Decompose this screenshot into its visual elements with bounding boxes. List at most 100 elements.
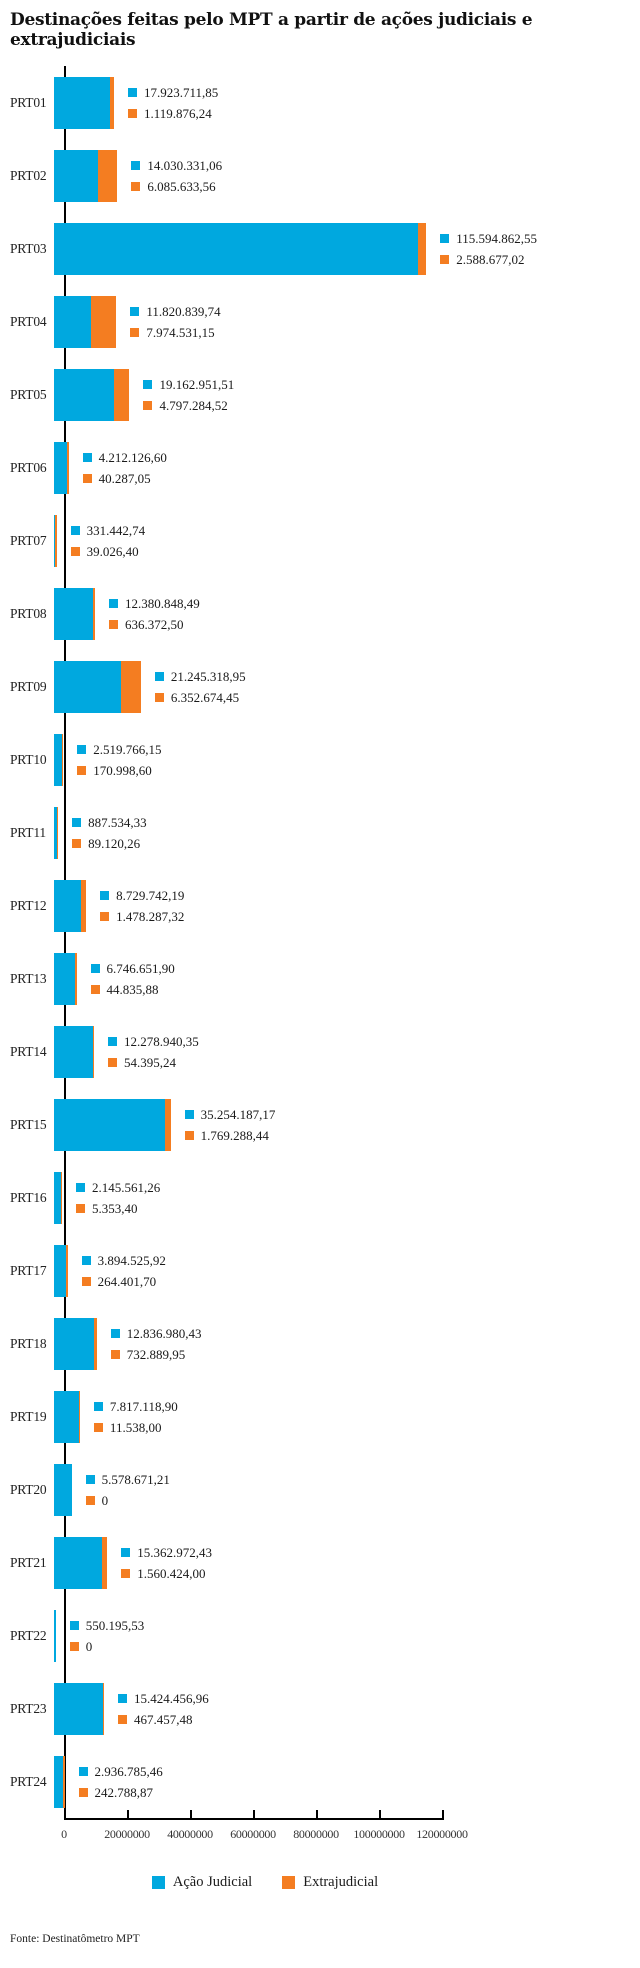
judicial-legend-swatch-icon	[121, 1547, 131, 1557]
judicial-value-label: 2.519.766,15	[93, 741, 162, 757]
extrajudicial-legend-swatch-icon	[69, 1641, 79, 1651]
judicial-legend-swatch-icon	[82, 452, 92, 462]
judicial-legend-swatch-icon	[127, 87, 137, 97]
extrajudicial-legend-swatch-icon	[90, 984, 100, 994]
extrajudicial-value-label: 54.395,24	[123, 1054, 176, 1070]
bar-track: 35.254.187,17 1.769.288,44	[54, 1098, 640, 1151]
extrajudicial-value-line: 6.085.633,56	[131, 176, 222, 197]
value-labels: 4.212.126,60 40.287,05	[82, 447, 167, 489]
judicial-bar-segment	[54, 733, 62, 786]
judicial-value-line: 7.817.118,90	[93, 1396, 178, 1417]
extrajudicial-bar-segment	[60, 1171, 63, 1224]
extrajudicial-value-line: 264.401,70	[81, 1271, 166, 1292]
legend-swatch-icon	[282, 1876, 296, 1889]
judicial-legend-swatch-icon	[154, 671, 164, 681]
extrajudicial-legend-swatch-icon	[154, 692, 164, 702]
x-axis-tick-label: 20000000	[104, 1827, 150, 1841]
category-label: PRT04	[10, 313, 47, 329]
extrajudicial-value-label: 89.120,26	[88, 835, 141, 851]
extrajudicial-value-line: 6.352.674,45	[154, 687, 246, 708]
judicial-legend-swatch-icon	[130, 306, 140, 316]
category-label: PRT15	[10, 1116, 47, 1132]
extrajudicial-bar-segment	[102, 1536, 108, 1589]
judicial-legend-swatch-icon	[72, 817, 82, 827]
value-labels: 15.424.456,96 467.457,48	[118, 1688, 209, 1730]
extrajudicial-value-line: 242.788,87	[78, 1782, 163, 1803]
legend-label: Extrajudicial	[303, 1874, 379, 1890]
judicial-bar-segment	[54, 514, 56, 567]
judicial-value-label: 15.362.972,43	[137, 1544, 213, 1560]
extrajudicial-value-label: 0	[101, 1492, 109, 1508]
judicial-bar-segment	[54, 879, 82, 932]
value-labels: 15.362.972,43 1.560.424,00	[121, 1542, 212, 1584]
judicial-bar-segment	[54, 952, 76, 1005]
extrajudicial-legend-swatch-icon	[127, 108, 137, 118]
value-labels: 12.278.940,35 54.395,24	[107, 1031, 199, 1073]
judicial-value-line: 21.245.318,95	[154, 666, 246, 687]
chart-row: PRT04 11.820.839,74 7.974.531,15	[0, 285, 640, 358]
x-axis-tick	[442, 1810, 444, 1818]
extrajudicial-bar-segment	[102, 1682, 105, 1735]
judicial-legend-swatch-icon	[76, 1182, 86, 1192]
category-label: PRT01	[10, 94, 47, 110]
extrajudicial-value-line: 2.588.677,02	[440, 249, 537, 270]
chart-row: PRT16 2.145.561,26 5.353,40	[0, 1161, 640, 1234]
chart-row: PRT19 7.817.118,90 11.538,00	[0, 1380, 640, 1453]
bar-track: 14.030.331,06 6.085.633,56	[54, 149, 640, 202]
judicial-legend-swatch-icon	[90, 963, 100, 973]
extrajudicial-value-line: 1.560.424,00	[121, 1563, 212, 1584]
judicial-legend-swatch-icon	[143, 379, 153, 389]
extrajudicial-value-label: 4.797.284,52	[159, 397, 228, 413]
extrajudicial-bar-segment	[110, 76, 114, 129]
judicial-value-label: 115.594.862,55	[456, 230, 538, 246]
bar-track: 331.442,74 39.026,40	[54, 514, 640, 567]
category-label: PRT16	[10, 1189, 47, 1205]
bar-track: 15.362.972,43 1.560.424,00	[54, 1536, 640, 1589]
extrajudicial-bar-segment	[75, 952, 77, 1005]
judicial-value-label: 550.195,53	[85, 1617, 145, 1633]
judicial-value-line: 6.746.651,90	[90, 958, 175, 979]
value-labels: 5.578.671,21 0	[85, 1469, 170, 1511]
chart-row: PRT05 19.162.951,51 4.797.284,52	[0, 358, 640, 431]
extrajudicial-value-line: 89.120,26	[72, 833, 147, 854]
y-axis-line	[64, 66, 66, 1819]
judicial-bar-segment	[54, 1171, 61, 1224]
judicial-value-label: 6.746.651,90	[106, 960, 175, 976]
value-labels: 2.145.561,26 5.353,40	[76, 1177, 160, 1219]
judicial-value-label: 3.894.525,92	[97, 1252, 166, 1268]
value-labels: 550.195,53 0	[69, 1615, 145, 1657]
judicial-value-label: 887.534,33	[88, 814, 147, 830]
judicial-bar-segment	[54, 368, 115, 421]
extrajudicial-legend-swatch-icon	[81, 1276, 91, 1286]
judicial-bar-segment	[54, 1682, 103, 1735]
category-label: PRT18	[10, 1335, 47, 1351]
judicial-legend-swatch-icon	[100, 890, 110, 900]
extrajudicial-legend-swatch-icon	[440, 254, 450, 264]
extrajudicial-value-label: 242.788,87	[94, 1784, 154, 1800]
judicial-legend-swatch-icon	[70, 525, 80, 535]
bar-track: 2.145.561,26 5.353,40	[54, 1171, 640, 1224]
value-labels: 6.746.651,90 44.835,88	[90, 958, 175, 1000]
chart-row: PRT21 15.362.972,43 1.560.424,00	[0, 1526, 640, 1599]
judicial-value-label: 17.923.711,85	[143, 84, 219, 100]
value-labels: 11.820.839,74 7.974.531,15	[130, 301, 221, 343]
judicial-value-line: 15.424.456,96	[118, 1688, 209, 1709]
extrajudicial-value-line: 467.457,48	[118, 1709, 209, 1730]
judicial-bar-segment	[54, 1098, 166, 1151]
category-label: PRT08	[10, 605, 47, 621]
extrajudicial-value-label: 732.889,95	[126, 1346, 186, 1362]
judicial-bar-segment	[54, 1244, 67, 1297]
bar-track: 887.534,33 89.120,26	[54, 806, 640, 859]
category-label: PRT03	[10, 240, 47, 256]
chart-title: Destinações feitas pelo MPT a partir de …	[10, 10, 533, 50]
x-axis-tick-label: 0	[61, 1827, 67, 1841]
extrajudicial-value-label: 1.560.424,00	[137, 1565, 206, 1581]
extrajudicial-value-line: 732.889,95	[110, 1344, 202, 1365]
extrajudicial-bar-segment	[114, 368, 130, 421]
x-axis-tick-label: 40000000	[167, 1827, 213, 1841]
extrajudicial-value-line: 54.395,24	[107, 1052, 199, 1073]
extrajudicial-bar-segment	[66, 1244, 68, 1297]
category-label: PRT12	[10, 897, 47, 913]
extrajudicial-bar-segment	[94, 1317, 97, 1370]
chart-row: PRT24 2.936.785,46 242.788,87	[0, 1745, 640, 1818]
